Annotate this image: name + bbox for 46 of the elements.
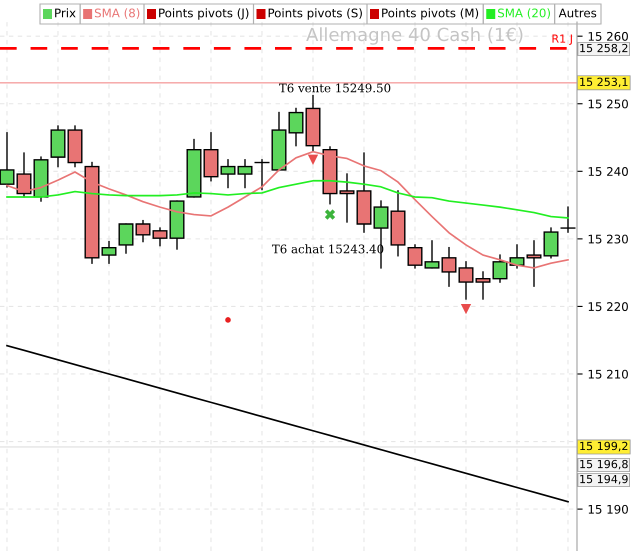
candlestick — [136, 220, 150, 242]
candlestick — [118, 223, 134, 254]
legend-label: SMA (20) — [498, 8, 550, 19]
legend-label: Prix — [55, 8, 76, 18]
text: Autres — [558, 8, 596, 18]
text: 15 196,8 — [580, 460, 628, 470]
candlestick — [424, 240, 440, 269]
candlestick — [340, 173, 354, 223]
text: Points pivots (J) — [159, 8, 248, 20]
point — [460, 304, 472, 314]
y-tick-label: 15 190 — [588, 504, 628, 514]
point — [225, 317, 231, 323]
text: 15 194,9 — [580, 474, 628, 484]
text: Points pivots (M) — [382, 8, 478, 20]
y-tick-label: 15 260 — [588, 32, 628, 41]
line-series — [6, 180, 569, 219]
candlestick — [254, 159, 270, 190]
ref-line-label: 15 199,2 — [580, 442, 628, 452]
text: 15 258,2 — [580, 44, 628, 54]
candlestick — [442, 246, 456, 287]
ref-line-label: R1 J — [552, 34, 572, 45]
legend-label: SMA (8) — [94, 8, 140, 19]
candlestick — [560, 206, 576, 233]
candlestick — [102, 240, 116, 264]
candlestick — [220, 159, 236, 188]
candlestick — [476, 271, 490, 300]
y-tick-label: 15 220 — [588, 302, 628, 312]
candlestick — [544, 227, 558, 258]
candlestick — [0, 132, 14, 188]
text: Points pivots (S) — [268, 8, 362, 20]
candlestick — [152, 227, 168, 246]
annotation: T6 vente 15249.50 — [279, 83, 390, 92]
y-tick-label: 15 240 — [588, 167, 628, 176]
candlestick — [408, 244, 422, 269]
point — [324, 209, 336, 220]
y-tick-label: 15 250 — [588, 99, 628, 108]
chart-title: Allemagne 40 Cash (1€) — [306, 27, 522, 45]
candlestick — [288, 108, 304, 146]
point — [308, 154, 318, 165]
candlestick — [492, 254, 508, 283]
y-tick-label: 15 230 — [588, 234, 628, 244]
y-tick-label: 15 210 — [588, 370, 628, 379]
candlestick — [238, 159, 252, 188]
line-series — [6, 344, 569, 503]
candlestick — [458, 261, 474, 300]
ref-line-label: 15 253,1 — [580, 78, 628, 88]
